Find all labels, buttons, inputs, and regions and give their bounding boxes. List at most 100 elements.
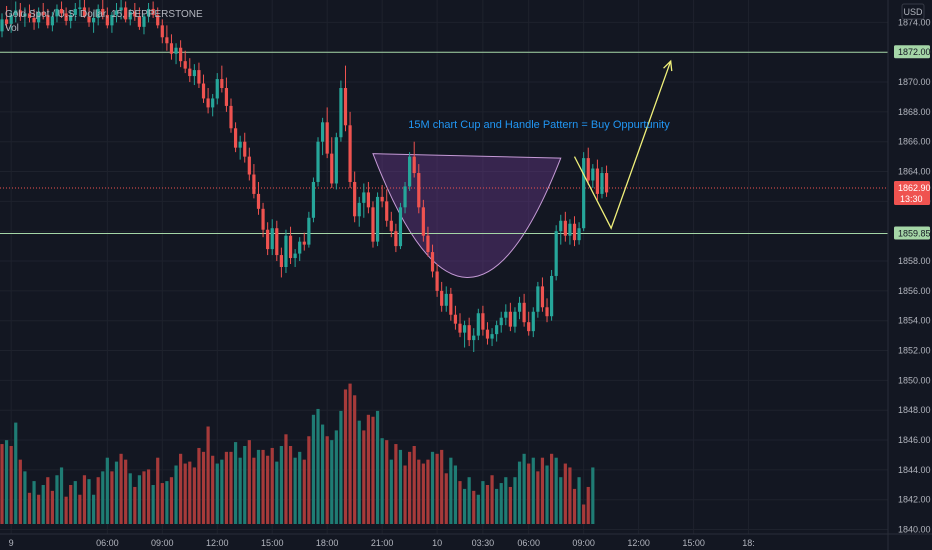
- time-axis[interactable]: 9 06:00 09:00 12:00 15:00 18:00 21:00 10 03:30 06…: [0, 533, 932, 548]
- candle-body: [160, 25, 164, 38]
- price-tick-label: 1868.00: [898, 107, 931, 117]
- volume-bar: [201, 451, 206, 524]
- candle-body: [14, 10, 18, 15]
- volume-bar: [46, 477, 50, 524]
- volume-bar: [536, 471, 540, 524]
- candle-body: [192, 70, 196, 77]
- candle-body: [517, 302, 522, 312]
- candle-body: [536, 286, 540, 312]
- volume-bar: [321, 424, 325, 524]
- volume-bar: [32, 481, 36, 524]
- volume-bar: [220, 459, 224, 524]
- currency-button[interactable]: USD: [901, 3, 925, 20]
- volume-bar: [307, 436, 311, 524]
- candle-body: [165, 37, 169, 44]
- volume-bar: [151, 485, 155, 524]
- symbol-title[interactable]: Gold Spot / U.S. Dollar, 15, PEPPERSTONE: [5, 9, 203, 20]
- volume-bar: [124, 459, 128, 524]
- volume-bar: [568, 467, 572, 524]
- volume-bar: [311, 414, 316, 524]
- candle-body: [288, 235, 293, 259]
- volume-bar: [408, 451, 412, 524]
- candle-body: [307, 217, 311, 245]
- candle-body: [485, 329, 490, 339]
- candle-body: [435, 271, 439, 291]
- candle-body: [568, 223, 572, 236]
- volume-bar: [380, 438, 384, 524]
- volume-bar: [18, 459, 22, 524]
- candle-body: [256, 193, 261, 209]
- volume-bar: [14, 422, 18, 524]
- volume-bar: [435, 453, 439, 524]
- volume-bar: [462, 488, 467, 524]
- candle-body: [540, 286, 545, 308]
- price-tag-bg: [894, 180, 930, 205]
- volume-bar: [582, 504, 586, 524]
- candle-body: [362, 192, 366, 203]
- price-axis-bg: [888, 0, 932, 550]
- price-tick-label: 1846.00: [898, 435, 931, 445]
- candle-body: [96, 8, 100, 18]
- level-lines[interactable]: [0, 51, 888, 234]
- volume-bar: [394, 444, 398, 524]
- volume-bar: [23, 471, 27, 524]
- volume-bar: [421, 463, 425, 524]
- candle-body: [87, 16, 91, 23]
- volume-bar: [403, 465, 407, 524]
- volume-label[interactable]: Vol: [5, 23, 19, 34]
- candle-body: [78, 7, 82, 9]
- candle-body: [403, 186, 407, 208]
- candle-body: [563, 220, 567, 236]
- time-tick-label: 06:00: [96, 538, 119, 548]
- volume-bar: [9, 446, 13, 524]
- volume-bar: [64, 496, 68, 524]
- volume-bar: [156, 457, 160, 524]
- candle-body: [426, 235, 430, 253]
- candle-body: [55, 8, 59, 17]
- candle-body: [183, 61, 187, 69]
- candle-body: [582, 158, 586, 229]
- projection-arrow[interactable]: [573, 59, 673, 230]
- candle-body: [142, 16, 146, 27]
- currency-button-frame[interactable]: [901, 3, 925, 20]
- time-tick-label: 03:30: [472, 538, 495, 548]
- candle-body: [9, 14, 13, 24]
- pattern-annotation[interactable]: 15M chart Cup and Handle Pattern = Buy O…: [408, 119, 670, 131]
- volume-bar: [375, 410, 380, 524]
- time-tick-label: 15:00: [261, 538, 284, 548]
- volume-bar: [357, 420, 361, 524]
- candle-body: [124, 7, 128, 20]
- volume-bar: [105, 457, 109, 524]
- volume-bar: [27, 492, 32, 524]
- candle-body: [412, 156, 416, 174]
- volume-bar: [192, 467, 196, 524]
- candle-body: [591, 168, 595, 181]
- volume-bar: [545, 465, 549, 524]
- candle-body: [298, 241, 302, 254]
- candle-body: [238, 141, 242, 148]
- currency-label[interactable]: USD: [903, 7, 923, 17]
- candle-body: [252, 174, 256, 194]
- volume-bar: [522, 453, 526, 524]
- volume-bar: [339, 410, 343, 524]
- candle-body: [449, 293, 453, 315]
- volume-bar: [298, 451, 302, 524]
- time-tick-label: 15:00: [682, 538, 705, 548]
- volume-bar: [371, 416, 375, 524]
- time-tick-label: 18:: [742, 538, 755, 548]
- price-axis[interactable]: 1874.00 1872.00 1870.00 1868.00 1866.00 1864.…: [887, 0, 932, 550]
- volume-bar: [50, 490, 54, 524]
- volume-bar: [55, 475, 59, 524]
- price-tick-label: 1842.00: [898, 495, 931, 505]
- volume-bar: [490, 475, 494, 524]
- candle-body: [366, 192, 370, 208]
- candle-body: [92, 17, 96, 23]
- volume-bar: [114, 461, 119, 524]
- price-tag-label: 1872.00: [898, 47, 931, 57]
- candle-body: [476, 313, 480, 336]
- candle-body: [343, 88, 348, 126]
- candle-body: [128, 11, 132, 20]
- volume-bar: [504, 477, 508, 524]
